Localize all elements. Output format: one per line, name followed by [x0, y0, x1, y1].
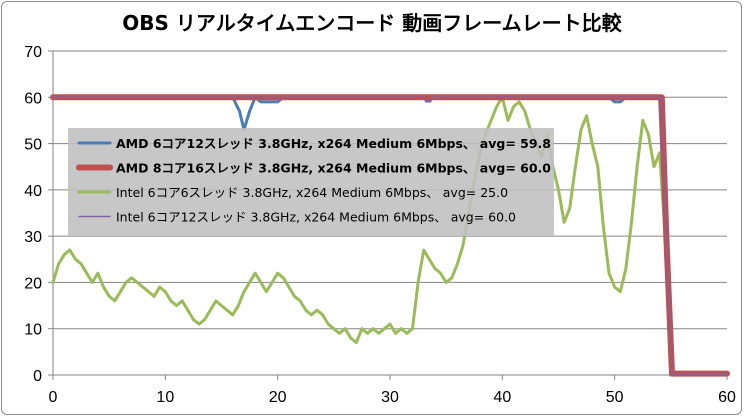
legend-label-2: AMD 8コア16スレッド 3.8GHz, x264 Medium 6Mbps、…	[116, 161, 551, 176]
x-tick-label: 60	[718, 389, 736, 406]
chart-title: OBS リアルタイムエンコード 動画フレームレート比較	[122, 11, 622, 35]
legend-background	[68, 128, 554, 236]
y-tick-label: 30	[24, 229, 42, 246]
x-tick-label: 20	[269, 389, 287, 406]
legend: AMD 6コア12スレッド 3.8GHz, x264 Medium 6Mbps、…	[68, 128, 554, 236]
y-tick-label: 70	[24, 44, 42, 61]
legend-label-1: AMD 6コア12スレッド 3.8GHz, x264 Medium 6Mbps、…	[116, 136, 551, 151]
x-tick-label: 10	[156, 389, 174, 406]
y-tick-label: 40	[24, 183, 42, 200]
series-line-3	[51, 95, 729, 377]
y-tick-label: 0	[33, 368, 42, 385]
x-tick-label: 30	[381, 389, 399, 406]
series-lines	[50, 94, 730, 377]
y-tick-label: 20	[24, 275, 42, 292]
x-tick-label: 0	[49, 389, 58, 406]
series-line-4	[52, 96, 728, 375]
y-tick-label: 10	[24, 322, 42, 339]
x-tick-labels: 0 10 20 30 40 50 60	[49, 375, 736, 406]
y-tick-label: 60	[24, 90, 42, 107]
x-tick-label: 40	[493, 389, 511, 406]
x-tick-label: 50	[606, 389, 624, 406]
y-tick-labels: 0 10 20 30 40 50 60 70	[24, 44, 53, 385]
legend-label-4: Intel 6コア12スレッド 3.8GHz, x264 Medium 6Mbp…	[116, 210, 516, 225]
y-tick-label: 50	[24, 137, 42, 154]
legend-label-3: Intel 6コア6スレッド 3.8GHz, x264 Medium 6Mbps…	[116, 185, 508, 200]
